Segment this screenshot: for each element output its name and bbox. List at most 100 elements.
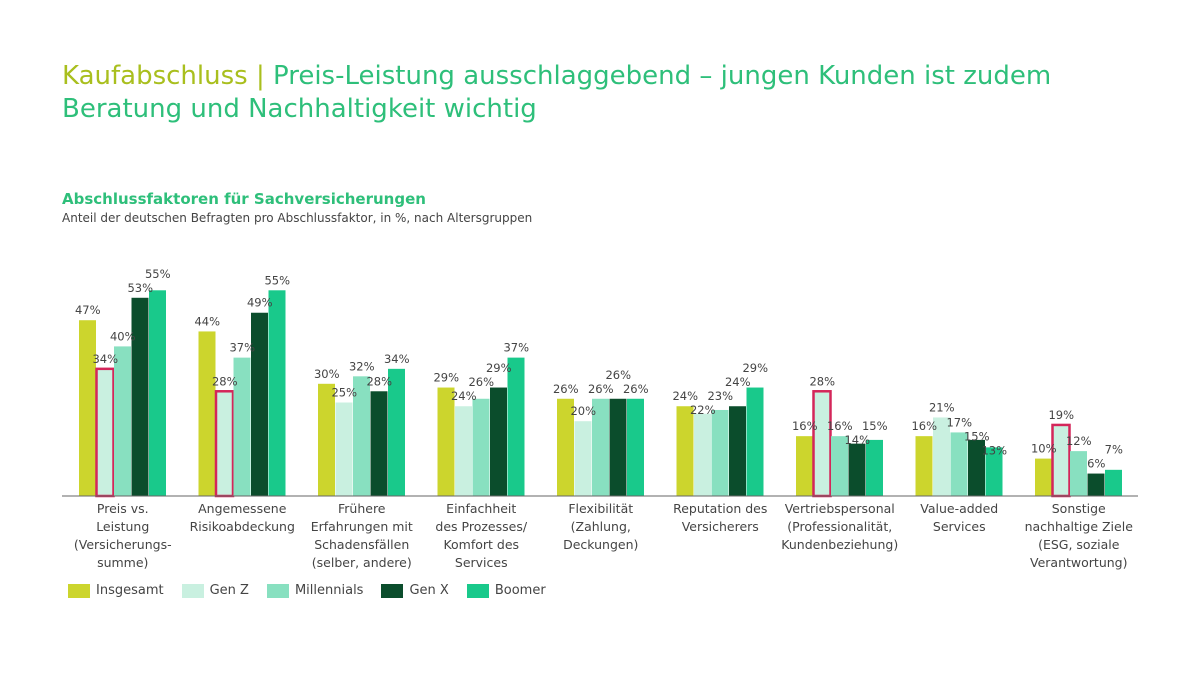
bar-boomer-1 — [268, 290, 286, 496]
data-label: 15% — [862, 419, 888, 433]
bar-gen-z-4 — [574, 421, 592, 496]
bar-gen-z-0 — [95, 367, 115, 498]
category-label: Vertriebspersonal — [785, 501, 895, 516]
bar-boomer-0 — [149, 290, 166, 496]
bar-millennials-0 — [114, 346, 131, 496]
data-label: 29% — [433, 371, 459, 385]
data-label: 26% — [588, 382, 614, 396]
category-label: Risikoabdeckung — [190, 519, 295, 534]
chart-title: Abschlussfaktoren für Sachversicherungen — [62, 190, 426, 208]
bar-gen-x-5 — [729, 406, 746, 496]
category-label: Value-added — [920, 501, 998, 516]
data-label: 29% — [486, 361, 512, 375]
data-label: 14% — [844, 433, 870, 447]
bar-boomer-3 — [507, 357, 525, 496]
data-label: 26% — [623, 382, 649, 396]
data-label: 10% — [1031, 442, 1057, 456]
category-label: Reputation des — [673, 501, 767, 516]
category-label: Deckungen) — [563, 537, 638, 552]
legend-label: Insgesamt — [96, 583, 164, 598]
category-label: summe) — [97, 555, 148, 570]
data-label: 16% — [911, 419, 937, 433]
data-label: 12% — [1066, 434, 1092, 448]
data-label: 37% — [503, 341, 529, 355]
bar-boomer-5 — [746, 387, 764, 496]
category-label: Preis vs. — [97, 501, 149, 516]
legend-item-boomer: Boomer — [466, 583, 546, 598]
bar-gen-x-1 — [251, 312, 268, 496]
legend-swatch — [181, 583, 204, 598]
bar-gen-z-1 — [214, 390, 235, 498]
bar-gen-z-6 — [812, 390, 832, 498]
data-label: 49% — [247, 296, 273, 310]
bar-insgesamt-1 — [198, 331, 216, 496]
data-label: 7% — [1105, 443, 1123, 457]
bar-gen-z-3 — [455, 406, 472, 496]
legend-item-insgesamt: Insgesamt — [68, 583, 164, 598]
page-title: Kaufabschluss | Preis-Leistung ausschlag… — [62, 60, 1142, 126]
bar-insgesamt-7 — [915, 436, 933, 496]
bar-boomer-2 — [388, 368, 405, 496]
category-label: Kundenbeziehung) — [781, 537, 898, 552]
legend-swatch — [466, 583, 489, 598]
data-label: 24% — [451, 389, 477, 403]
data-label: 20% — [570, 404, 596, 418]
data-label: 16% — [792, 419, 818, 433]
category-label: Services — [933, 519, 986, 534]
bar-millennials-8 — [1070, 451, 1087, 496]
category-label: (ESG, soziale — [1038, 537, 1120, 552]
legend-label: Boomer — [494, 583, 546, 598]
legend-item-millennials: Millennials — [266, 583, 363, 598]
bar-gen-x-4 — [609, 398, 627, 496]
data-label: 6% — [1087, 457, 1105, 471]
category-label: Services — [455, 555, 508, 570]
legend: Insgesamt Gen Z Millennials Gen X Boomer — [68, 583, 564, 598]
category-label: (Professionalität, — [787, 519, 892, 534]
data-label: 21% — [929, 400, 955, 414]
bar-gen-z-2 — [335, 402, 353, 496]
data-label: 23% — [707, 389, 733, 403]
bar-gen-x-8 — [1087, 473, 1105, 496]
data-label: 22% — [690, 403, 716, 417]
bar-boomer-8 — [1105, 469, 1122, 496]
bar-insgesamt-6 — [796, 436, 813, 496]
bar-insgesamt-3 — [437, 387, 455, 496]
category-label: (Versicherungs- — [74, 537, 172, 552]
category-label: des Prozesses/ — [435, 519, 527, 534]
data-label: 29% — [742, 361, 768, 375]
bar-millennials-1 — [233, 357, 251, 496]
data-label: 34% — [384, 352, 410, 366]
data-label: 25% — [331, 386, 357, 400]
bar-insgesamt-5 — [676, 406, 694, 496]
data-label: 53% — [127, 281, 153, 295]
data-label: 28% — [366, 374, 392, 388]
bar-millennials-7 — [950, 432, 968, 496]
category-label: (Zahlung, — [571, 519, 631, 534]
category-label: Frühere — [338, 501, 386, 516]
data-label: 26% — [553, 382, 579, 396]
data-label: 26% — [468, 375, 494, 389]
title-lead: Kaufabschluss | — [62, 61, 265, 91]
bar-gen-z-7 — [933, 417, 950, 496]
bar-boomer-4 — [627, 398, 644, 496]
category-label: Leistung — [96, 519, 149, 534]
data-label: 40% — [110, 329, 136, 343]
bar-insgesamt-4 — [557, 398, 574, 496]
data-label: 55% — [264, 273, 290, 287]
data-label: 30% — [314, 367, 340, 381]
bar-boomer-7 — [985, 447, 1003, 496]
data-label: 13% — [981, 443, 1007, 457]
data-label: 34% — [92, 352, 118, 366]
bar-millennials-2 — [353, 376, 370, 496]
legend-swatch — [381, 583, 404, 598]
bar-millennials-4 — [592, 398, 609, 496]
bar-millennials-5 — [711, 409, 729, 496]
chart-subtitle: Anteil der deutschen Befragten pro Absch… — [62, 211, 533, 225]
category-label: Erfahrungen mit — [311, 519, 413, 534]
category-label: Komfort des — [443, 537, 519, 552]
legend-item-gen-z: Gen Z — [181, 583, 249, 598]
bar-gen-x-6 — [848, 443, 866, 496]
category-label: (selber, andere) — [312, 555, 412, 570]
legend-swatch — [266, 583, 289, 598]
